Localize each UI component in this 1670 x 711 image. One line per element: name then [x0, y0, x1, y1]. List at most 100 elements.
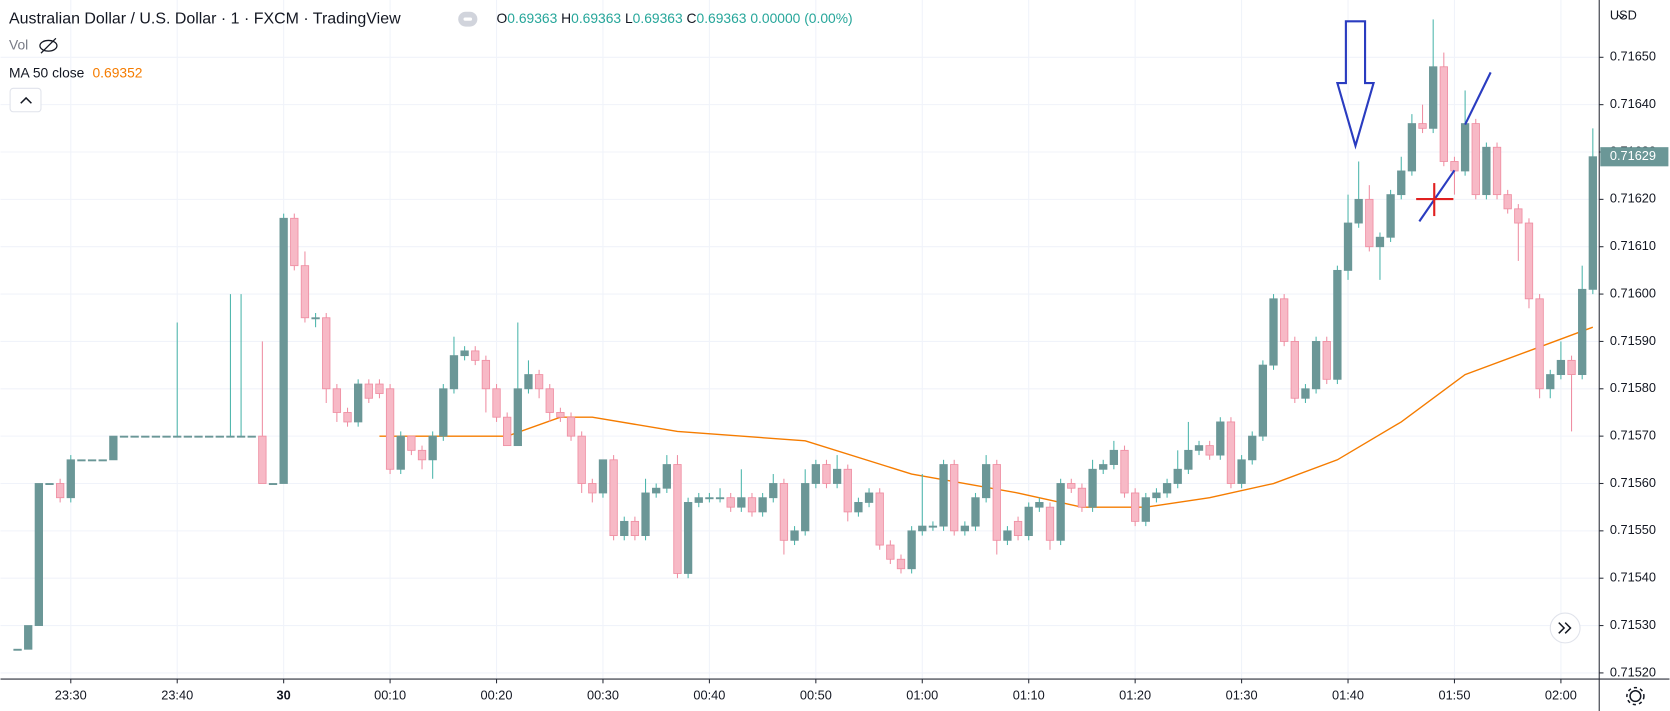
candle-body: [1077, 487, 1087, 508]
candle-body: [183, 435, 193, 438]
y-tick-label: 0.71560: [1610, 475, 1656, 490]
ma-name: MA 50 close: [9, 64, 85, 80]
candle-body: [311, 317, 320, 320]
candle-body: [1418, 123, 1427, 129]
candle-body: [864, 492, 874, 503]
x-tick-label: 00:10: [374, 687, 406, 702]
candle-body: [279, 217, 288, 484]
y-tick-label: 0.71650: [1610, 49, 1656, 64]
candle-body: [449, 355, 459, 390]
candle-body: [55, 483, 65, 499]
candle-body: [566, 416, 576, 437]
candle-body: [1471, 123, 1480, 196]
candle-body: [1535, 298, 1544, 390]
candle-body: [1439, 66, 1448, 162]
x-tick-label: 01:40: [1332, 687, 1364, 702]
candle-body: [1556, 359, 1566, 376]
candle-body: [1354, 198, 1363, 224]
volume-hidden-icon[interactable]: [39, 37, 58, 54]
candle-body: [822, 464, 831, 484]
candle-body: [1365, 198, 1374, 248]
candle-body: [545, 388, 554, 413]
candle-body: [13, 648, 22, 651]
candle-body: [1141, 497, 1150, 522]
candle-body: [396, 435, 405, 470]
candle-body: [1216, 421, 1225, 456]
candle-body: [1173, 468, 1182, 484]
candle-body: [1205, 445, 1214, 456]
candle-body: [1397, 170, 1406, 196]
gear-icon: [1629, 690, 1642, 703]
y-tick-label: 0.71600: [1610, 285, 1656, 300]
change-value: 0.00000 (0.00%): [750, 10, 852, 26]
ohlc-key: C: [687, 10, 697, 26]
candle-body: [1035, 502, 1044, 508]
candle-body: [598, 459, 608, 494]
candle-body: [98, 459, 107, 462]
candle-body: [577, 435, 586, 484]
scroll-to-realtime-button[interactable]: [1549, 612, 1581, 644]
candle-body: [758, 497, 767, 513]
candle-body: [694, 497, 703, 503]
candle-body: [24, 625, 33, 650]
y-tick-label: 0.71520: [1610, 664, 1656, 679]
settings-button[interactable]: [1626, 686, 1645, 706]
candle-body: [364, 383, 373, 399]
candle-body: [1333, 269, 1342, 380]
candle-body: [620, 520, 629, 537]
y-tick-label: 0.71530: [1610, 617, 1656, 632]
candle-body: [652, 487, 661, 494]
candle-body: [1386, 194, 1395, 238]
y-tick-label: 0.71580: [1610, 380, 1656, 395]
candles: [13, 19, 1597, 651]
candle-body: [1162, 483, 1172, 494]
currency-caret[interactable]: [1618, 14, 1626, 19]
ma-legend: MA 50 close 0.69352: [9, 64, 142, 80]
candle-body: [1514, 208, 1523, 224]
x-tick-label: 00:50: [800, 687, 832, 702]
ohlc-value: 0.69363: [697, 10, 747, 26]
candle-body: [1322, 341, 1331, 380]
time-axis: 23:30 23:40 30 00:10 00:20 00:30 00:40 00:50 01:…: [55, 679, 1577, 702]
candle-body: [354, 383, 363, 423]
candle-body: [1024, 506, 1033, 537]
candle-body: [1588, 156, 1597, 290]
arrow-drawing: [1335, 20, 1375, 150]
candle-body: [971, 497, 980, 527]
x-tick-label: 01:30: [1226, 687, 1258, 702]
candle-body: [1248, 435, 1257, 461]
candle-body: [1503, 194, 1512, 210]
candle-body: [162, 435, 171, 438]
scroll-icon: [1558, 622, 1572, 634]
x-tick-label: 23:40: [161, 687, 193, 702]
candle-body: [109, 435, 118, 461]
candle-body: [1482, 146, 1491, 196]
candle-body: [556, 412, 565, 418]
candle-body: [1450, 161, 1459, 172]
candle-body: [1578, 288, 1587, 376]
candle-body: [1003, 530, 1012, 541]
candle-body: [439, 388, 448, 437]
candle-body: [609, 459, 618, 537]
y-tick-label: 0.71640: [1610, 96, 1656, 111]
candle-body: [1184, 449, 1193, 470]
ohlc-key: H: [561, 10, 571, 26]
candle-body: [779, 483, 789, 541]
collapse-legend-button[interactable]: [9, 87, 42, 113]
candle-body: [141, 435, 150, 438]
y-tick-label: 0.71610: [1610, 238, 1656, 253]
collapse-icon: [20, 96, 32, 104]
candle-body: [1429, 66, 1438, 129]
candle-body: [918, 525, 927, 532]
ohlc-legend: O0.69363 H0.69363 L0.69363 C0.69363 0.00…: [497, 10, 853, 26]
candle-body: [130, 435, 139, 438]
candle-body: [290, 217, 299, 267]
candle-body: [471, 350, 480, 361]
currency-label: USD: [1610, 7, 1637, 22]
trend-line-drawing: [1464, 71, 1492, 125]
candle-body: [811, 464, 820, 484]
x-tick-label: 00:20: [481, 687, 513, 702]
candle-body: [1269, 298, 1278, 366]
candle-body: [875, 492, 884, 546]
candle-body: [1099, 464, 1108, 470]
